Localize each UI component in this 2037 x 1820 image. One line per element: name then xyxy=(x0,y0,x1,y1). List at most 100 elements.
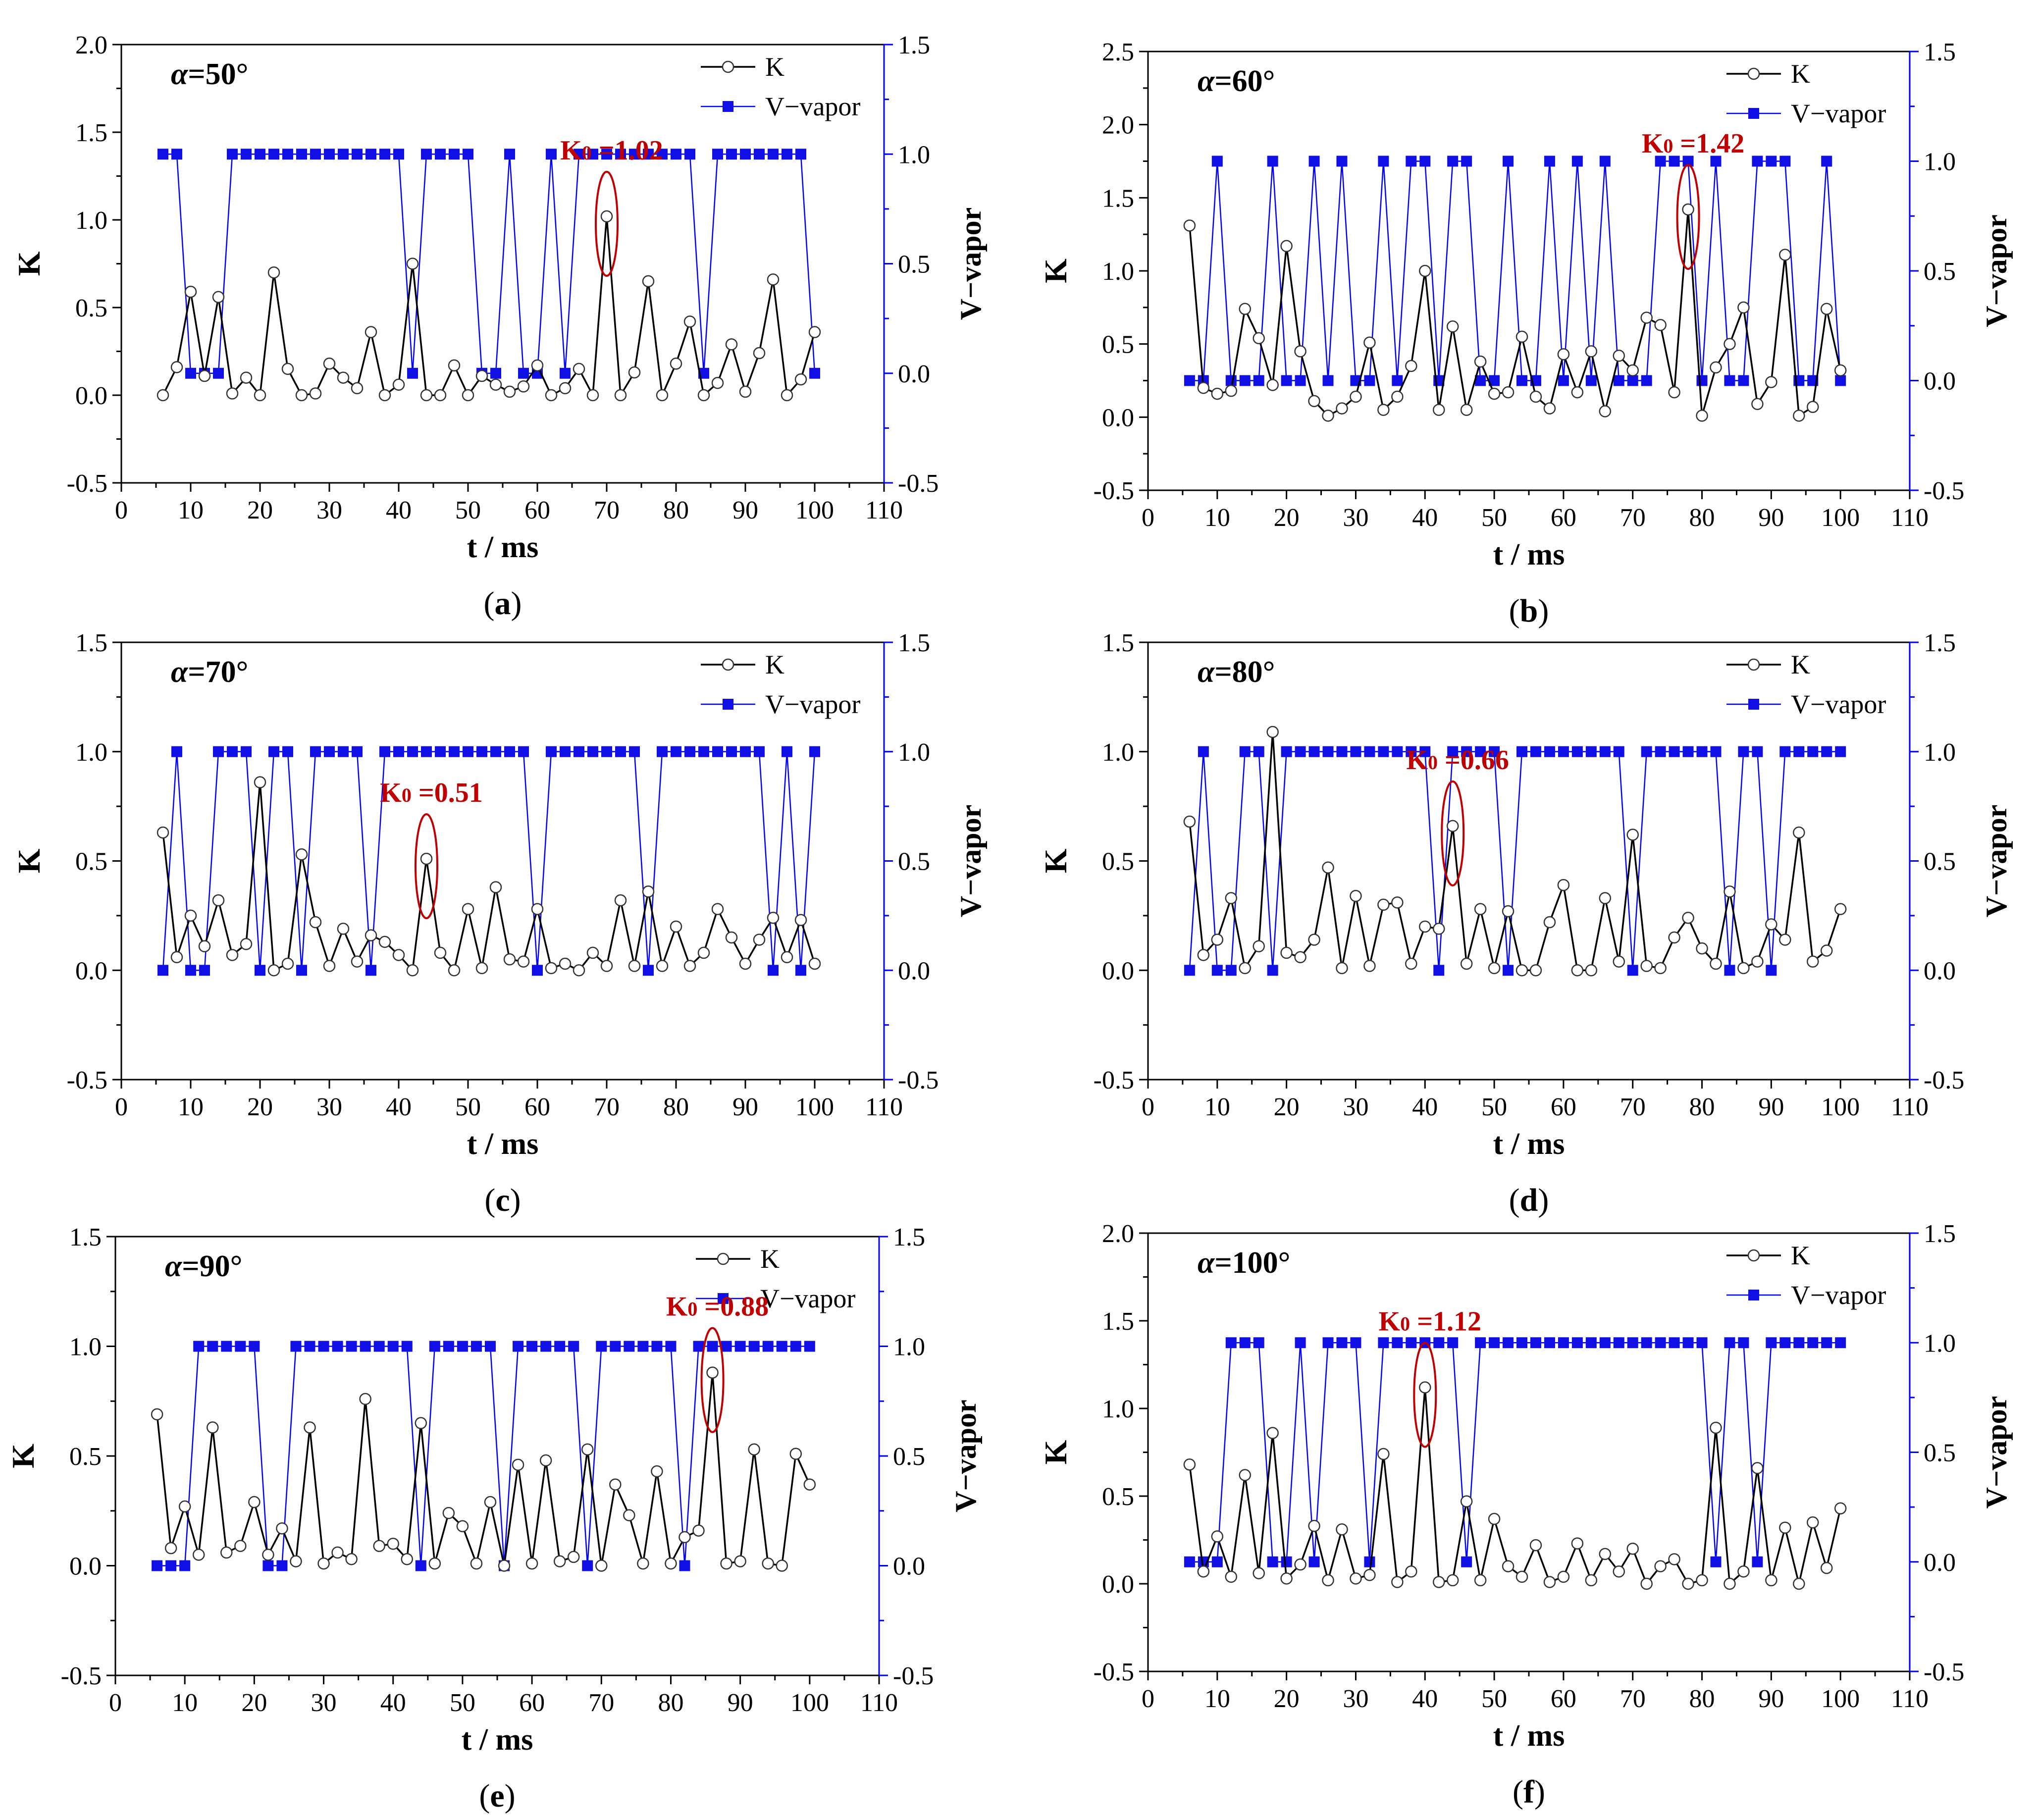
k-point xyxy=(226,949,239,961)
v-vapor-point xyxy=(1503,1337,1514,1349)
legend-k-swatch-marker xyxy=(1747,1249,1760,1262)
k-point xyxy=(1724,338,1736,350)
v-vapor-point xyxy=(574,746,584,757)
v-vapor-point xyxy=(1571,156,1583,167)
k-point xyxy=(609,1478,622,1491)
x-tick-label: 110 xyxy=(865,496,903,524)
x-tick-label: 0 xyxy=(1142,1685,1154,1713)
x-tick-label: 110 xyxy=(1891,1685,1929,1713)
k0-annotation-main: K xyxy=(1379,1306,1401,1337)
k-point xyxy=(498,1560,511,1572)
v-vapor-point xyxy=(290,1341,302,1352)
v-vapor-point xyxy=(310,746,321,757)
y-left-tick-label: -0.5 xyxy=(61,1662,102,1690)
k0-annotation: K0 =1.02 xyxy=(560,135,663,166)
k0-annotation: K0 =1.42 xyxy=(1642,128,1744,159)
k-point xyxy=(1737,962,1750,975)
v-vapor-point xyxy=(1613,1337,1624,1349)
v-vapor-point xyxy=(518,367,529,379)
k0-annotation-main: K xyxy=(1406,745,1428,776)
k-point xyxy=(1557,1570,1570,1583)
k-point xyxy=(559,957,572,970)
k-point xyxy=(1696,410,1708,422)
k-point xyxy=(207,1421,219,1434)
alpha-symbol: α xyxy=(1198,1246,1215,1280)
k-point xyxy=(794,914,807,926)
v-vapor-point xyxy=(1295,1337,1306,1349)
k-point xyxy=(1599,1548,1612,1560)
k-point xyxy=(553,1555,566,1567)
k-point xyxy=(1197,949,1210,961)
v-vapor-point xyxy=(1225,1337,1237,1349)
k-point xyxy=(434,389,447,402)
k-point xyxy=(781,951,793,964)
k-point xyxy=(212,894,225,907)
k-point xyxy=(406,964,419,977)
k-point xyxy=(1322,410,1334,422)
k-point xyxy=(1779,1521,1791,1534)
legend-k-label: K xyxy=(765,650,784,679)
v-vapor-point xyxy=(1724,1337,1735,1349)
v-vapor-point xyxy=(366,149,376,160)
k-point xyxy=(1543,916,1556,929)
k-point xyxy=(1419,920,1431,933)
k-point xyxy=(170,951,183,964)
x-tick-label: 50 xyxy=(1481,1685,1507,1713)
k-point xyxy=(359,1393,371,1405)
y-right-tick-label: -0.5 xyxy=(898,469,939,498)
x-tick-label: 80 xyxy=(1689,1685,1715,1713)
v-vapor-point xyxy=(546,149,557,160)
x-tick-label: 80 xyxy=(663,1093,689,1121)
v-vapor-point xyxy=(1322,746,1334,757)
v-vapor-point xyxy=(1447,746,1459,757)
legend-v-label: V−vapor xyxy=(760,1284,855,1313)
alpha-value: =80° xyxy=(1214,655,1275,689)
k-point xyxy=(1820,303,1833,315)
v-vapor-point xyxy=(1184,965,1195,976)
v-vapor-point xyxy=(338,746,349,757)
x-tick-label: 100 xyxy=(1821,504,1860,532)
k-point xyxy=(1626,364,1639,377)
k-point xyxy=(337,923,350,935)
k-point xyxy=(184,285,197,298)
k-point xyxy=(1391,390,1404,403)
v-vapor-point xyxy=(504,149,515,160)
v-vapor-point xyxy=(1682,746,1694,757)
k-point xyxy=(1377,898,1390,911)
x-tick-label: 100 xyxy=(1821,1093,1860,1121)
y-left-tick-label: 0.0 xyxy=(1102,404,1134,432)
k-point xyxy=(697,389,710,402)
k-point xyxy=(1834,364,1847,377)
k-point xyxy=(1515,330,1528,343)
k-point xyxy=(1640,960,1653,972)
y-right-tick-label: 0.5 xyxy=(1924,258,1956,286)
x-axis-title: t / ms xyxy=(1493,538,1565,572)
k-point xyxy=(365,326,377,338)
v-vapor-point xyxy=(352,746,363,757)
caption-letter: d xyxy=(1520,1182,1538,1218)
v-vapor-point xyxy=(721,1341,732,1352)
k-point xyxy=(351,955,364,968)
v-vapor-series-line xyxy=(1189,1342,1841,1563)
v-vapor-point xyxy=(1392,746,1403,757)
v-vapor-point xyxy=(1350,1337,1361,1349)
y-left-tick-label: 1.5 xyxy=(1102,629,1134,657)
k-point xyxy=(428,1557,441,1570)
x-tick-label: 20 xyxy=(247,496,273,524)
x-axis-title: t / ms xyxy=(1493,1127,1565,1161)
x-tick-label: 10 xyxy=(1204,1093,1230,1121)
v-vapor-point xyxy=(415,1560,426,1571)
k-point xyxy=(531,359,544,372)
v-vapor-point xyxy=(795,149,806,160)
v-vapor-point xyxy=(1835,375,1846,386)
y-right-tick-label: 1.5 xyxy=(1924,629,1956,657)
v-vapor-point xyxy=(782,746,792,757)
caption-open-paren: ( xyxy=(1509,593,1520,629)
k-point xyxy=(1225,384,1238,397)
v-vapor-point xyxy=(268,746,279,757)
k-point xyxy=(1834,903,1847,915)
v-vapor-point xyxy=(601,746,612,757)
v-vapor-point xyxy=(1322,375,1334,386)
k-point xyxy=(1308,934,1320,946)
v-vapor-point xyxy=(518,746,529,757)
